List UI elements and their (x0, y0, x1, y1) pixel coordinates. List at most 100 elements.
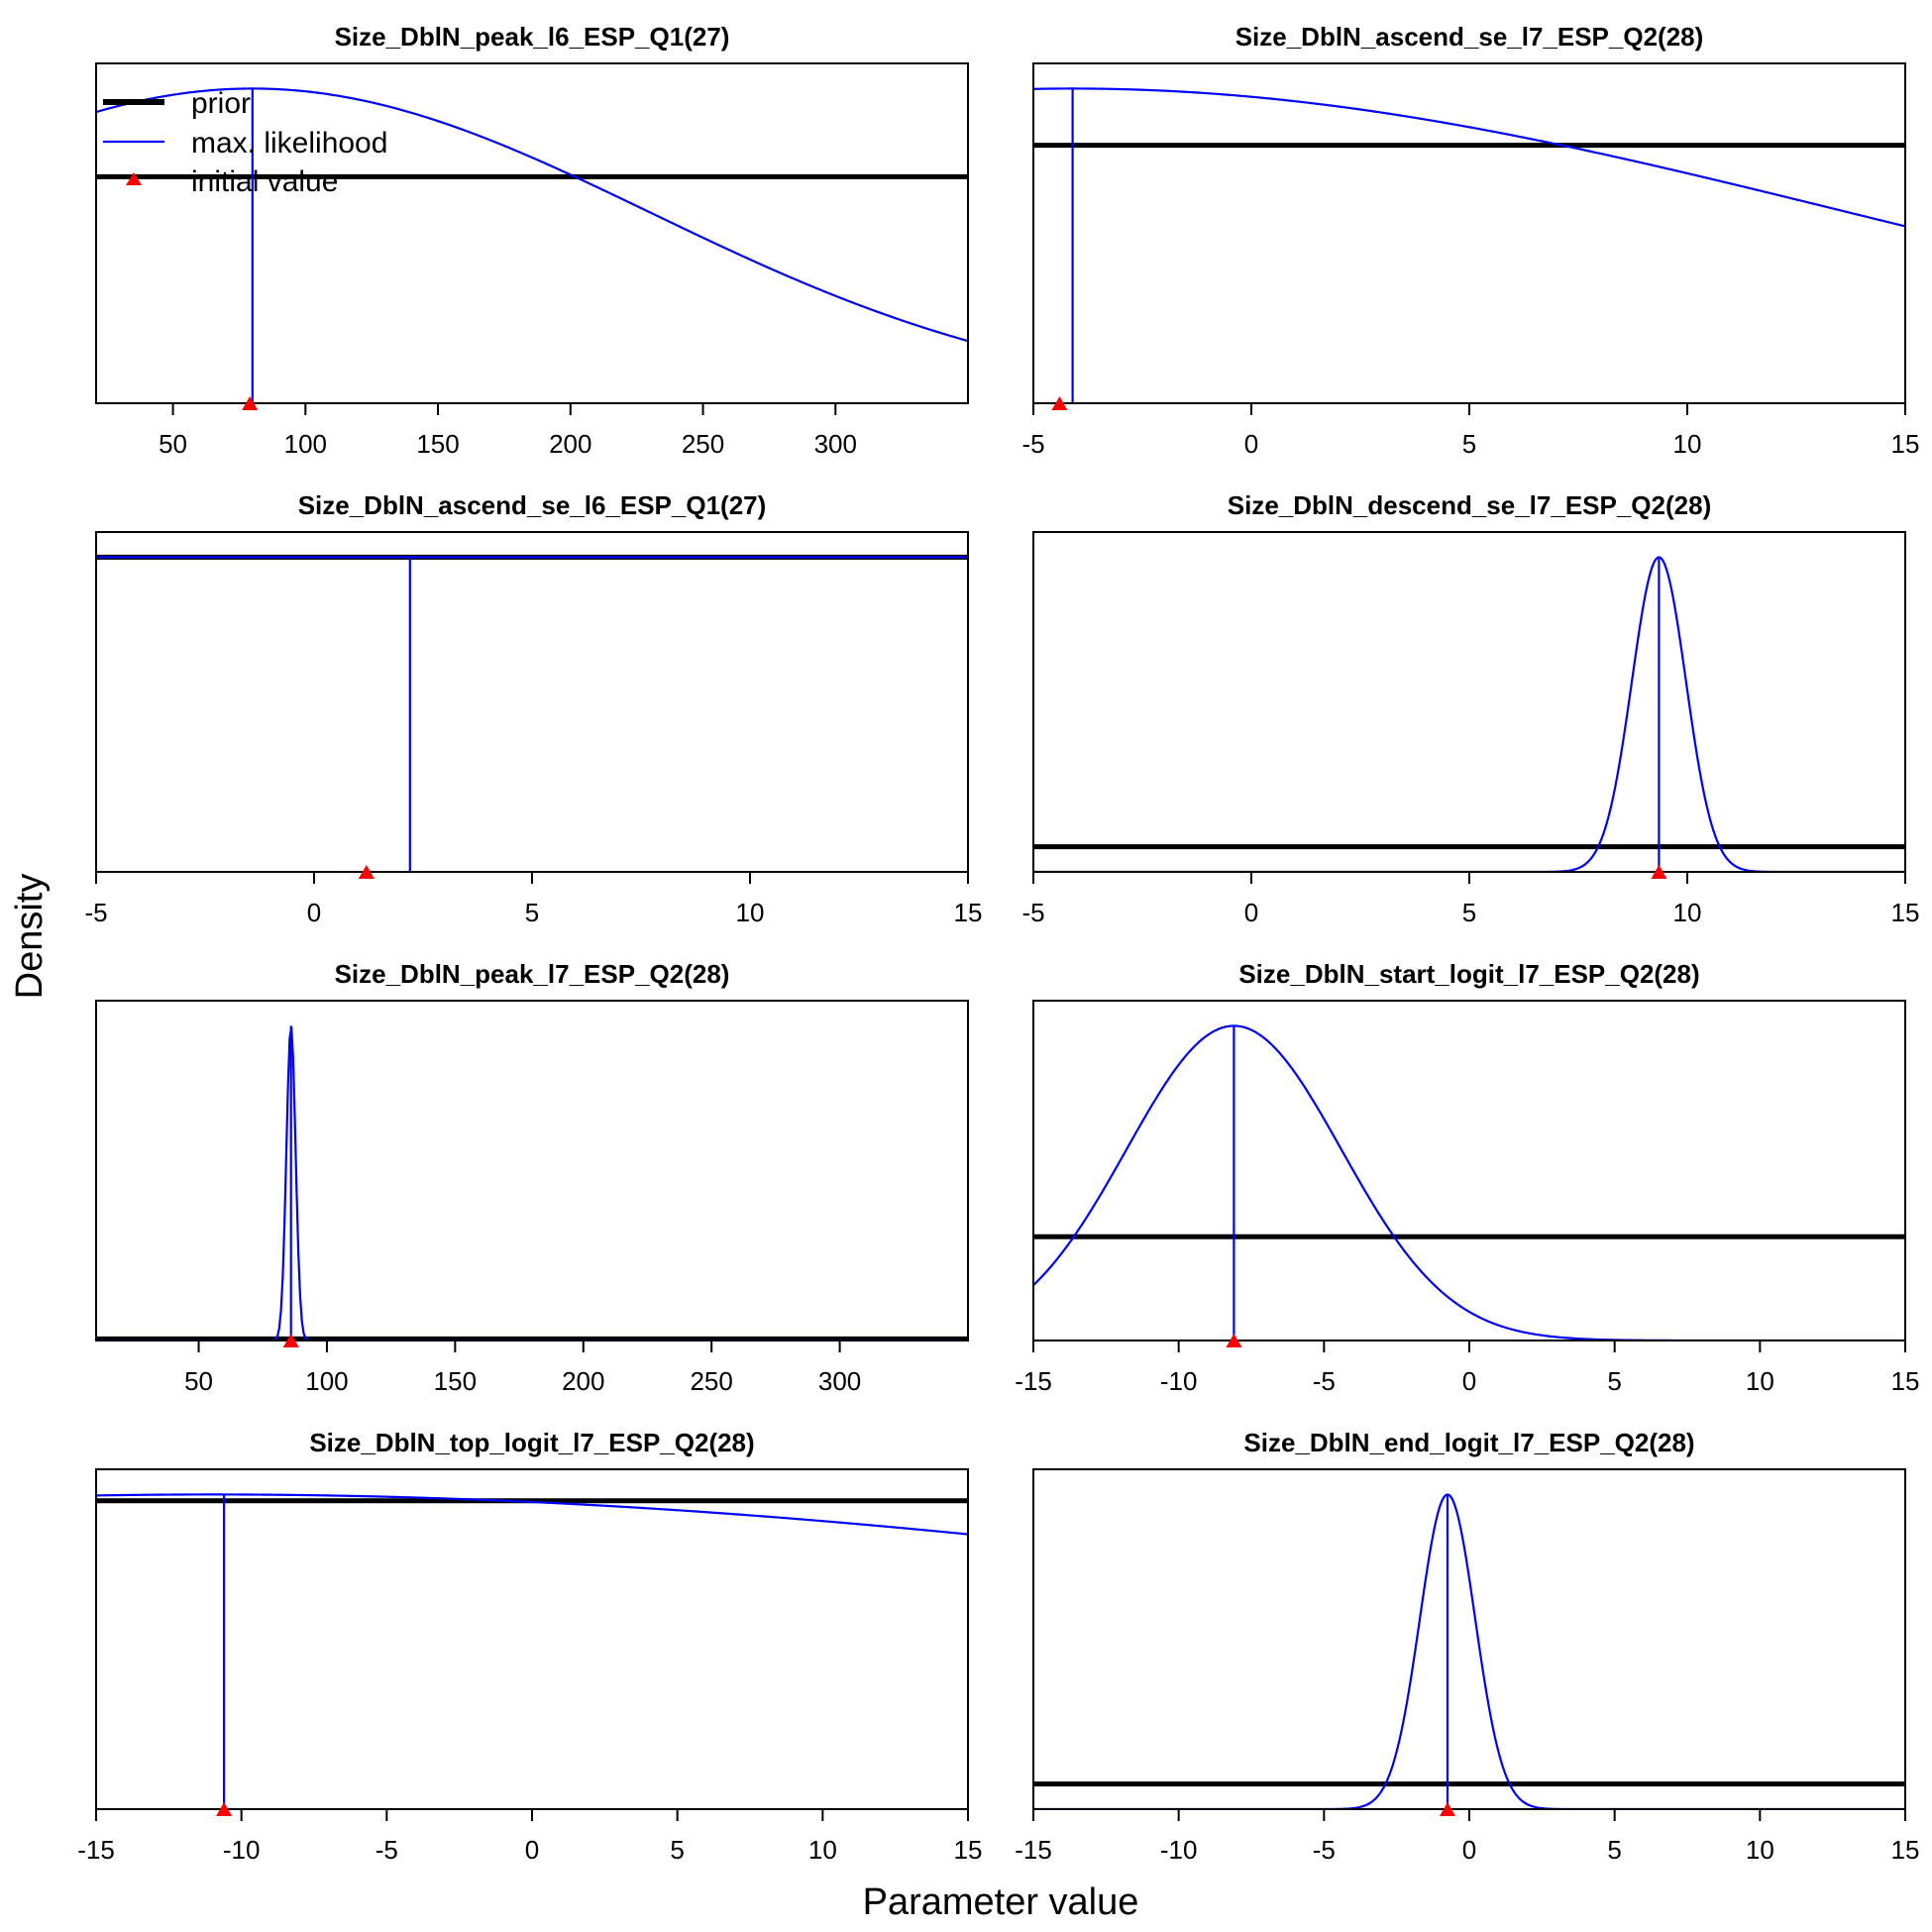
x-tick-label: 200 (549, 429, 591, 459)
x-tick-label: 10 (736, 898, 765, 927)
panel-title: Size_DblN_ascend_se_l7_ESP_Q2(28) (1235, 22, 1704, 52)
x-tick-label: -15 (77, 1835, 115, 1865)
x-tick-label: -10 (1160, 1835, 1198, 1865)
panel-title: Size_DblN_top_logit_l7_ESP_Q2(28) (309, 1428, 754, 1457)
plot-area (1033, 556, 1905, 872)
y-axis-title: Density (9, 874, 51, 1000)
x-tick-label: -15 (1015, 1835, 1052, 1865)
x-tick-label: -10 (1160, 1366, 1198, 1396)
panel-title: Size_DblN_end_logit_l7_ESP_Q2(28) (1243, 1428, 1694, 1457)
plot-area (1033, 1024, 1905, 1341)
panels-group: Size_DblN_peak_l6_ESP_Q1(27)50 100 150 200 2… (77, 22, 1919, 1865)
panel-1: Size_DblN_peak_l6_ESP_Q1(27) 50 100 150 200 2… (95, 22, 969, 459)
x-tick-label: 5 (670, 1835, 684, 1865)
panel-title: Size_DblN_peak_l6_ESP_Q1(27) (335, 22, 730, 52)
x-tick-label: 15 (954, 898, 983, 927)
x-tick-label: 15 (1891, 898, 1920, 927)
plot-area (96, 87, 968, 403)
mle-density-curve (1033, 87, 1905, 228)
panel-4: Size_DblN_descend_se_l7_ESP_Q2(28) -5 0 5 10… (1021, 490, 1919, 927)
x-tick-label: 10 (1746, 1366, 1774, 1396)
x-tick-label: 5 (1462, 429, 1476, 459)
x-tick-label: 10 (1746, 1835, 1774, 1865)
x-tick-label: 15 (1891, 1835, 1920, 1865)
x-tick-label: 10 (1673, 429, 1702, 459)
x-tick-label: 5 (525, 898, 539, 927)
x-tick-label: 5 (1462, 898, 1476, 927)
initial-value-marker (242, 396, 259, 410)
x-tick-label: 100 (284, 429, 327, 459)
x-tick-label: 250 (682, 429, 724, 459)
x-tick-label: -5 (84, 898, 107, 927)
x-tick-label: 0 (1462, 1366, 1476, 1396)
mle-density-curve (1033, 556, 1905, 872)
plot-area (96, 1493, 968, 1809)
panel-7: Size_DblN_top_logit_l7_ESP_Q2(28) -15 -10 -… (77, 1428, 982, 1865)
x-tick-label: 15 (1891, 1366, 1920, 1396)
initial-value-marker (282, 1334, 299, 1347)
plot-area (96, 1025, 968, 1341)
x-tick-label: 0 (525, 1835, 539, 1865)
initial-value-marker (358, 865, 375, 879)
x-tick-label: 10 (1673, 898, 1702, 927)
mle-density-curve (96, 87, 968, 343)
panel-8: Size_DblN_end_logit_l7_ESP_Q2(28) -15 -10 -… (1015, 1428, 1919, 1865)
x-tick-label: 5 (1607, 1835, 1621, 1865)
x-tick-label: 0 (1244, 898, 1258, 927)
plot-area (1033, 87, 1905, 403)
x-tick-label: 5 (1607, 1366, 1621, 1396)
panel-5: Size_DblN_peak_l7_ESP_Q2(28) 50 100 150 200 2… (95, 959, 969, 1396)
x-tick-label: 250 (690, 1366, 732, 1396)
plot-area (96, 554, 968, 872)
mle-density-curve (96, 1493, 968, 1536)
x-tick-label: 200 (562, 1366, 604, 1396)
panel-title: Size_DblN_peak_l7_ESP_Q2(28) (335, 959, 730, 989)
initial-value-marker (1226, 1334, 1242, 1347)
legend: prior max. likelihood initial value (103, 87, 387, 198)
x-tick-label: 100 (305, 1366, 348, 1396)
panel-3: Size_DblN_ascend_se_l6_ESP_Q1(27) -5 0 5 10 1… (84, 490, 982, 927)
mle-density-curve (1033, 1024, 1905, 1341)
plot-frame (1032, 1000, 1906, 1342)
initial-value-marker (1440, 1802, 1455, 1816)
panel-title: Size_DblN_descend_se_l7_ESP_Q2(28) (1228, 490, 1711, 520)
plot-frame (1032, 62, 1906, 404)
x-tick-label: 300 (814, 429, 857, 459)
x-tick-label: -5 (1313, 1835, 1336, 1865)
panel-title: Size_DblN_ascend_se_l6_ESP_Q1(27) (298, 490, 767, 520)
x-tick-label: -5 (1021, 898, 1044, 927)
x-tick-label: 150 (434, 1366, 477, 1396)
panel-2: Size_DblN_ascend_se_l7_ESP_Q2(28) -5 0 5 10 1… (1021, 22, 1919, 459)
x-tick-label: -5 (1021, 429, 1044, 459)
x-tick-label: -15 (1015, 1366, 1052, 1396)
x-tick-label: 0 (1244, 429, 1258, 459)
x-tick-label: -10 (223, 1835, 261, 1865)
legend-mle-label: max. likelihood (191, 127, 387, 160)
x-tick-label: 150 (416, 429, 459, 459)
legend-prior-label: prior (191, 87, 251, 120)
plot-frame (95, 1000, 969, 1342)
x-tick-label: -5 (1313, 1366, 1336, 1396)
x-tick-label: 0 (1462, 1835, 1476, 1865)
x-tick-label: 15 (1891, 429, 1920, 459)
legend-initial-label: initial value (191, 165, 338, 198)
x-tick-label: 0 (307, 898, 321, 927)
initial-value-marker (216, 1802, 233, 1816)
initial-value-marker (1051, 396, 1068, 410)
x-tick-label: 15 (954, 1835, 983, 1865)
mle-density-curve (96, 1026, 968, 1341)
plot-frame (1032, 1468, 1906, 1810)
mle-density-curve (1033, 1493, 1905, 1809)
plot-frame (95, 62, 969, 404)
x-tick-label: 50 (159, 429, 187, 459)
plot-area (1033, 1493, 1905, 1809)
plot-frame (1032, 531, 1906, 873)
plot-frame (95, 531, 969, 873)
x-axis-title: Parameter value (863, 1881, 1139, 1923)
initial-value-marker (1651, 865, 1667, 879)
x-tick-label: 50 (184, 1366, 213, 1396)
plot-frame (95, 1468, 969, 1810)
x-tick-label: -5 (376, 1835, 398, 1865)
legend-initial-swatch (126, 172, 142, 185)
